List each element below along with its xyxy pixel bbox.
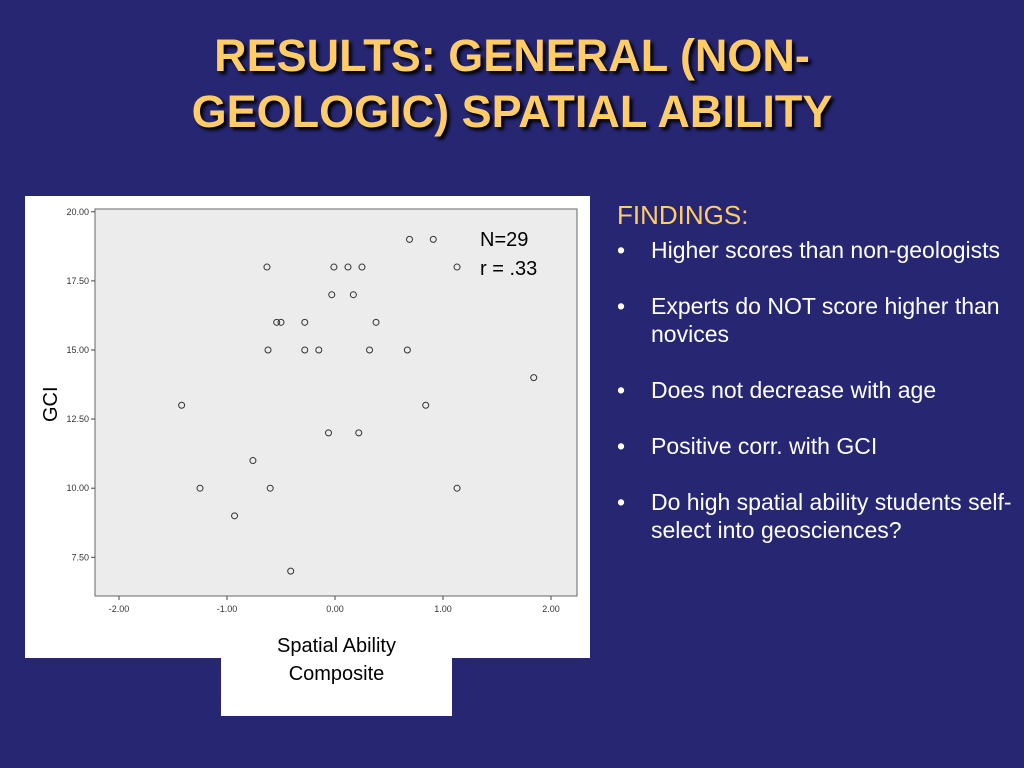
data-point xyxy=(403,346,411,354)
findings-item: • Positive corr. with GCI xyxy=(617,432,1012,460)
findings-panel: FINDINGS: • Higher scores than non-geolog… xyxy=(617,198,1012,572)
data-point xyxy=(358,263,366,271)
y-tick-label: 7.50 xyxy=(71,552,89,562)
slide-title: RESULTS: GENERAL (NON- GEOLOGIC) SPATIAL… xyxy=(0,28,1024,140)
x-axis-label-line-2: Composite xyxy=(288,663,385,685)
data-point xyxy=(355,429,363,437)
x-tick-label: 0.00 xyxy=(326,604,344,614)
findings-item-text: Does not decrease with age xyxy=(651,377,937,403)
findings-item: • Does not decrease with age xyxy=(617,376,1012,404)
data-point xyxy=(349,291,357,299)
y-axis-label: GCI xyxy=(40,386,62,422)
slide-title-line-2: GEOLOGIC) SPATIAL ABILITY xyxy=(191,86,833,137)
data-point xyxy=(266,484,274,492)
bullet-icon: • xyxy=(617,489,626,515)
data-point xyxy=(406,235,414,243)
annotation-n: N=29 xyxy=(480,229,529,251)
data-point xyxy=(287,567,295,575)
data-point xyxy=(231,512,239,520)
findings-item-text: Do high spatial ability students self-se… xyxy=(651,489,1012,543)
bullet-icon: • xyxy=(617,293,626,319)
x-axis-label: Spatial Ability Composite xyxy=(221,632,452,688)
data-point xyxy=(325,429,333,437)
data-point xyxy=(178,401,186,409)
x-axis-label-box xyxy=(221,658,452,716)
bullet-icon: • xyxy=(617,433,626,459)
bullet-icon: • xyxy=(617,237,626,263)
x-axis-label-line-1: Spatial Ability xyxy=(277,635,396,657)
findings-item: • Do high spatial ability students self-s… xyxy=(617,488,1012,544)
y-tick-label: 20.00 xyxy=(66,207,89,217)
data-point xyxy=(429,235,437,243)
data-point xyxy=(301,346,309,354)
x-tick-label: 2.00 xyxy=(542,604,560,614)
chart-annotation: N=29 r = .33 xyxy=(480,226,537,284)
data-point xyxy=(366,346,374,354)
data-point xyxy=(453,484,461,492)
data-point xyxy=(330,263,338,271)
y-tick-label: 17.50 xyxy=(66,276,89,286)
data-point xyxy=(196,484,204,492)
x-tick-label: 1.00 xyxy=(434,604,452,614)
findings-list: • Higher scores than non-geologists • Expe… xyxy=(617,236,1012,544)
annotation-r: r = .33 xyxy=(480,258,538,280)
data-point xyxy=(453,263,461,271)
findings-item-text: Higher scores than non-geologists xyxy=(651,237,1001,263)
data-point xyxy=(263,263,271,271)
findings-heading: FINDINGS: xyxy=(617,200,749,230)
data-point xyxy=(264,346,272,354)
plot-area xyxy=(94,208,578,597)
x-tick-label: -2.00 xyxy=(109,604,130,614)
findings-item: • Experts do NOT score higher than novice… xyxy=(617,292,1012,348)
data-point xyxy=(530,374,538,382)
y-tick-label: 12.50 xyxy=(66,414,89,424)
data-point xyxy=(422,401,430,409)
bullet-icon: • xyxy=(617,377,626,403)
data-point xyxy=(249,457,257,465)
findings-item-text: Experts do NOT score higher than novices xyxy=(651,293,1000,347)
findings-item: • Higher scores than non-geologists xyxy=(617,236,1012,264)
y-tick-label: 10.00 xyxy=(66,483,89,493)
x-tick-label: -1.00 xyxy=(217,604,238,614)
y-tick-label: 15.00 xyxy=(66,345,89,355)
data-point xyxy=(273,318,281,326)
findings-item-text: Positive corr. with GCI xyxy=(651,433,878,459)
data-point xyxy=(372,318,380,326)
data-point xyxy=(315,346,323,354)
data-point xyxy=(277,318,285,326)
data-point xyxy=(301,318,309,326)
data-point xyxy=(344,263,352,271)
slide-title-line-1: RESULTS: GENERAL (NON- xyxy=(214,30,810,81)
data-point xyxy=(328,291,336,299)
